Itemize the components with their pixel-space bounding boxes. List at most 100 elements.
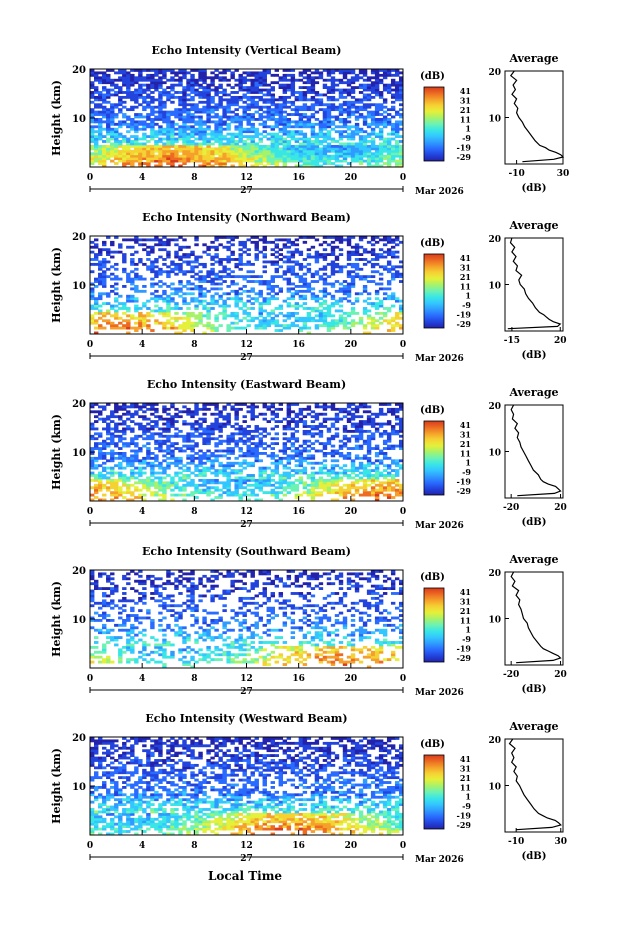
heatmap-cell (130, 98, 135, 102)
heatmap-cell (394, 422, 400, 426)
heatmap-cell (190, 324, 195, 328)
avg-x-axis-label: (dB) (522, 350, 547, 361)
heatmap-cell (262, 73, 267, 77)
heatmap-cell (378, 137, 384, 141)
heatmap-cell (94, 319, 99, 323)
heatmap-cell (366, 449, 372, 453)
heatmap-cell (182, 86, 187, 89)
heatmap-cell (318, 466, 324, 470)
heatmap-cell (298, 125, 304, 129)
heatmap-cell (214, 486, 219, 490)
heatmap-cell (290, 108, 296, 112)
heatmap-cell (106, 88, 111, 92)
heatmap-cell (270, 137, 275, 141)
heatmap-cell (162, 105, 167, 109)
heatmap-cell (178, 108, 183, 112)
heatmap-cell (374, 491, 380, 495)
heatmap-cell (286, 154, 292, 158)
heatmap-cell (126, 91, 131, 94)
heatmap-cell (178, 103, 183, 107)
heatmap-cell (94, 113, 99, 116)
heatmap-cell (250, 474, 255, 477)
heatmap-cell (154, 98, 159, 102)
heatmap-cell (346, 144, 352, 148)
heatmap-cell (242, 326, 247, 330)
heatmap-cell (250, 164, 255, 168)
heatmap-cell (274, 149, 279, 153)
heatmap-cell (162, 299, 167, 303)
heatmap-cell (158, 159, 163, 163)
heatmap-cell (334, 69, 340, 72)
heatmap-cell (138, 471, 143, 475)
heatmap-cell (270, 149, 275, 153)
heatmap-cell (358, 149, 364, 153)
heatmap-cell (174, 272, 179, 276)
heatmap-cell (190, 83, 195, 87)
heatmap-cell (226, 272, 231, 276)
heatmap-cell (282, 476, 288, 480)
heatmap-cell (90, 314, 95, 318)
x-tick-label: 8 (191, 340, 197, 350)
heatmap-cell (210, 287, 215, 291)
heatmap-cell (326, 132, 332, 136)
heatmap-cell (318, 429, 324, 433)
heatmap-cell (170, 142, 175, 146)
heatmap-cell (366, 302, 372, 305)
heatmap-cell (190, 299, 195, 303)
heatmap-cell (226, 422, 231, 426)
heatmap-cell (126, 159, 131, 163)
heatmap-cell (94, 420, 99, 423)
heatmap-cell (270, 98, 275, 102)
heatmap-cell (170, 270, 175, 274)
heatmap-cell (246, 289, 251, 293)
heatmap-cell (270, 100, 275, 104)
date-label: Mar 2026 (415, 354, 464, 364)
heatmap-cell (114, 154, 119, 158)
heatmap-cell (322, 282, 328, 286)
heatmap-cell (338, 444, 344, 448)
heatmap-cell (162, 498, 167, 502)
heatmap-cell (270, 162, 275, 165)
heatmap-cell (114, 275, 119, 279)
heatmap-cell (134, 100, 139, 104)
heatmap-cell (226, 132, 231, 136)
heatmap-cell (394, 140, 400, 143)
heatmap-cell (98, 262, 103, 266)
heatmap-cell (94, 447, 99, 450)
heatmap-cell (330, 314, 336, 318)
heatmap-cell (302, 307, 308, 310)
heatmap-cell (330, 253, 336, 256)
heatmap-cell (366, 250, 372, 254)
heatmap-cell (398, 425, 404, 428)
heatmap-cell (286, 258, 292, 261)
heatmap-cell (238, 140, 243, 143)
heatmap-cell (390, 73, 396, 77)
heatmap-cell (214, 449, 219, 453)
beam-panel-2: Echo Intensity (Eastward Beam)2010Height… (50, 378, 567, 531)
heatmap-cell (214, 69, 219, 72)
heatmap-cell (342, 454, 348, 458)
heatmap-cell (178, 83, 183, 87)
heatmap-cell (166, 95, 171, 99)
heatmap-cell (134, 316, 139, 320)
heatmap-cell (118, 71, 123, 75)
heatmap-cell (370, 81, 376, 85)
heatmap-cell (338, 491, 344, 495)
heatmap-cell (390, 326, 396, 330)
heatmap-cell (110, 321, 115, 325)
heatmap-cell (326, 120, 332, 124)
heatmap-cell (386, 282, 392, 286)
heatmap-cell (102, 456, 107, 460)
heatmap-cell (202, 73, 207, 77)
heatmap-cell (126, 130, 131, 134)
heatmap-cell (138, 147, 143, 151)
heatmap-cell (122, 78, 127, 82)
heatmap-cell (294, 454, 300, 458)
heatmap-cell (258, 459, 263, 463)
heatmap-cell (98, 434, 103, 438)
heatmap-cell (334, 321, 340, 325)
heatmap-cell (154, 78, 159, 82)
heatmap-cell (162, 100, 167, 104)
heatmap-cell (322, 93, 328, 97)
heatmap-cell (138, 83, 143, 87)
